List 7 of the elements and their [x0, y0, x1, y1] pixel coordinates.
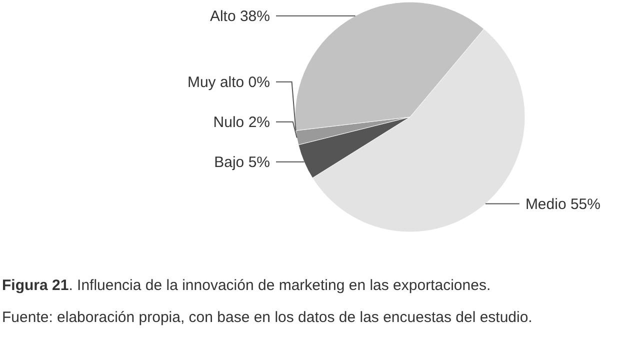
slice-label: Medio 55% — [525, 196, 600, 214]
text: Figura 21. Influencia de la innovación de marketing en las exportaciones. — [2, 277, 491, 294]
source-note: Fuente: elaboración propia, con base en los datos de las encuestas del estudio. — [2, 309, 532, 326]
slice-label: Nulo 2% — [213, 114, 270, 132]
slice-label: Alto 38% — [210, 8, 270, 26]
category-label: Muy alto 0% — [187, 74, 270, 92]
slice-label: Bajo 5% — [214, 154, 270, 172]
